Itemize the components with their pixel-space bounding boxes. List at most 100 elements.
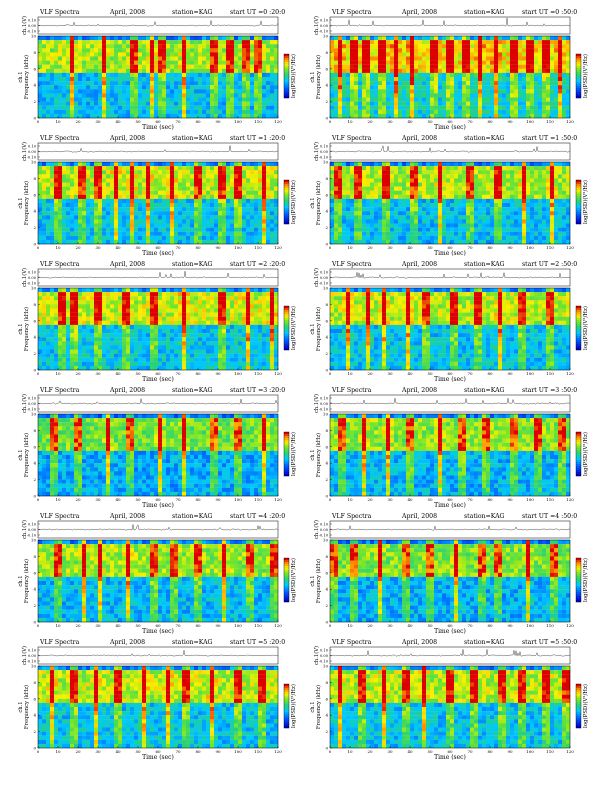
spectrogram-cell (358, 195, 362, 199)
spectrogram-cell (418, 219, 422, 223)
spectrogram-cell (102, 44, 106, 48)
spectrogram-cell (334, 106, 338, 110)
spectrogram-cell (490, 211, 494, 215)
spectrogram-cell (410, 224, 414, 228)
spectrogram-cell (166, 98, 170, 102)
spectrogram-cell (406, 183, 410, 187)
spectrogram-cell (94, 73, 98, 77)
spectrogram-cell (526, 52, 530, 56)
spectrogram-cell (226, 178, 230, 182)
spectrogram-cell (126, 48, 130, 52)
spectrogram-cell (86, 228, 90, 232)
spectrogram-cell (462, 232, 466, 236)
spectrogram-cell (410, 215, 414, 219)
spectrogram-cell (186, 98, 190, 102)
spectrogram-cell (550, 89, 554, 93)
spectrogram-cell (378, 77, 382, 81)
spectrogram-cell (38, 166, 42, 170)
spectrogram-cell (90, 57, 94, 61)
spectrogram-cell (362, 77, 366, 81)
spectrogram-cell (534, 77, 538, 81)
spectrogram-cell (346, 57, 350, 61)
spectrogram-cell (378, 36, 382, 40)
spectrogram-cell (546, 102, 550, 106)
spectrogram-cell (162, 106, 166, 110)
spectrogram-cell (522, 93, 526, 97)
spectrogram-cell (242, 89, 246, 93)
spectrogram-cell (410, 207, 414, 211)
spectrogram-cell (86, 48, 90, 52)
spectrogram-cell (242, 52, 246, 56)
spectrogram-cell (122, 85, 126, 89)
spectrogram-cell (454, 89, 458, 93)
spectrogram-cell (446, 61, 450, 65)
spectrogram-cell (186, 162, 190, 166)
spectrogram-cell (370, 89, 374, 93)
spectrogram-cell (274, 174, 278, 178)
spectrogram-cell (266, 240, 270, 244)
spectrogram-cell (510, 52, 514, 56)
spectrogram-cell (114, 162, 118, 166)
spectrogram-cell (222, 48, 226, 52)
spectrogram-cell (498, 69, 502, 73)
spectrogram-cell (518, 93, 522, 97)
spectrogram-cell (538, 232, 542, 236)
spectrogram-cell (78, 85, 82, 89)
spectrogram-cell (414, 166, 418, 170)
spectrogram-cell (58, 77, 62, 81)
spectrogram-cell (54, 93, 58, 97)
spectrogram-cell (522, 207, 526, 211)
spectrogram-cell (350, 77, 354, 81)
spectrogram-cell (86, 166, 90, 170)
spectrogram-cell (502, 52, 506, 56)
spectrogram-cell (418, 211, 422, 215)
spectrogram-cell (198, 224, 202, 228)
spectrogram-cell (466, 48, 470, 52)
spectrogram-cell (526, 57, 530, 61)
spectrogram-cell (486, 228, 490, 232)
spectrogram-cell (422, 65, 426, 69)
spectrogram-cell (378, 114, 382, 118)
spectrogram-cell (450, 166, 454, 170)
spectrogram-cell (54, 215, 58, 219)
spectrogram-cell (50, 77, 54, 81)
spectrogram-cell (158, 215, 162, 219)
spectrogram-cell (206, 61, 210, 65)
spectrogram-cell (98, 178, 102, 182)
spectrogram-cell (478, 48, 482, 52)
spectrogram-cell (470, 195, 474, 199)
spectrogram-cell (90, 199, 94, 203)
spectrogram-cell (70, 40, 74, 44)
spectrogram-cell (550, 106, 554, 110)
spectrogram-cell (274, 93, 278, 97)
spectrogram-cell (486, 174, 490, 178)
spectrogram-cell (202, 110, 206, 114)
spectrogram-cell (466, 89, 470, 93)
spectrogram-cell (190, 207, 194, 211)
spectrogram-cell (562, 81, 566, 85)
spectrogram-cell (50, 232, 54, 236)
spectrogram-cell (174, 44, 178, 48)
spectrogram-cell (202, 174, 206, 178)
spectrogram-cell (150, 93, 154, 97)
spectrogram-cell (466, 224, 470, 228)
spectrogram-cell (58, 199, 62, 203)
spectrogram-cell (522, 61, 526, 65)
spectrogram-cell (266, 215, 270, 219)
spectrogram-cell (202, 195, 206, 199)
spectrogram-cell (186, 211, 190, 215)
spectrogram-cell (38, 203, 42, 207)
spectrogram-cell (74, 228, 78, 232)
spectrogram-cell (502, 195, 506, 199)
spectrogram-cell (418, 207, 422, 211)
spectrogram-cell (198, 207, 202, 211)
spectrogram-cell (110, 102, 114, 106)
spectrogram-cell (186, 48, 190, 52)
spectrogram-cell (198, 114, 202, 118)
spectrogram-cell (134, 65, 138, 69)
spectrogram-cell (214, 44, 218, 48)
spectrogram-cell (254, 110, 258, 114)
spectrogram-cell (422, 178, 426, 182)
spectrogram-cell (126, 81, 130, 85)
spectrogram-cell (554, 187, 558, 191)
